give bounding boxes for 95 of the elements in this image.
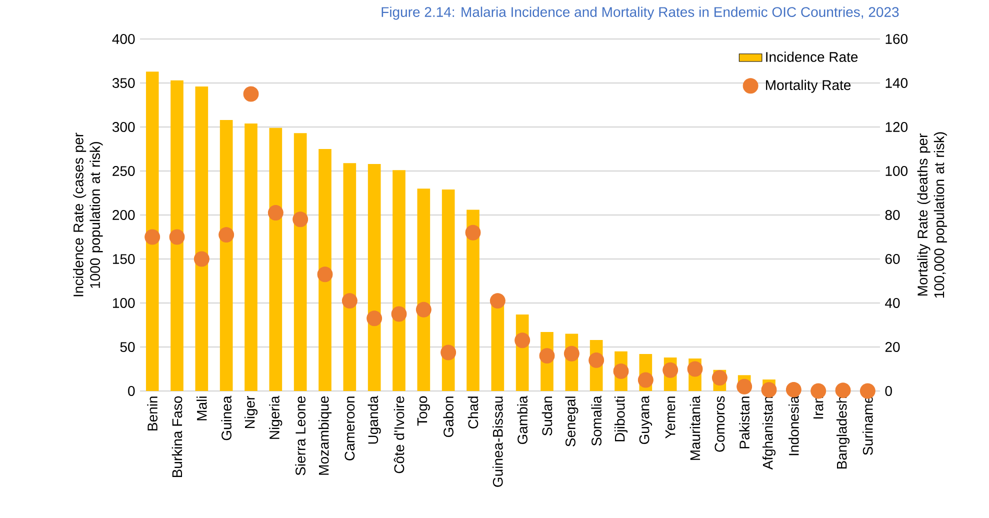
point — [588, 352, 604, 368]
point — [169, 229, 185, 245]
bar — [244, 123, 258, 391]
bar — [392, 170, 406, 391]
bar — [146, 72, 159, 391]
point — [194, 251, 210, 267]
x-tick-label: Gabon — [443, 396, 454, 438]
y2-axis-title: Mortality Rate (deaths per 100,000 population at risk) — [917, 132, 947, 298]
y2-tick-label: 140 — [886, 78, 908, 88]
x-tick-label: Senegal — [565, 396, 578, 446]
y2-tick-label: 0 — [885, 386, 892, 396]
x-tick-label: Chad — [468, 396, 478, 428]
x-tick-label: Sudan — [542, 396, 552, 436]
y2-tick-label: 160 — [886, 34, 908, 44]
y-tick-label: 250 — [112, 166, 135, 176]
point — [366, 310, 382, 326]
point — [712, 370, 728, 386]
y-tick-label: 150 — [113, 254, 135, 264]
y2-tick-label: 100 — [886, 166, 908, 176]
x-tick-label: Nigeria — [269, 396, 282, 439]
x-tick-label: Mali — [196, 396, 207, 420]
point — [564, 346, 580, 362]
x-tick-label: Côte d'Ivoire — [394, 396, 404, 474]
point — [144, 229, 160, 245]
point — [687, 361, 703, 377]
y-tick-label: 200 — [112, 210, 135, 220]
y-tick-label: 0 — [128, 386, 135, 396]
y2-tick-label: 80 — [885, 210, 900, 220]
bar — [318, 149, 332, 391]
y-tick-label: 50 — [120, 342, 135, 352]
x-tick-label: Djibouti — [614, 396, 628, 442]
bar — [417, 188, 430, 391]
x-tick-label: Mozambique — [318, 396, 332, 475]
x-tick-label: Yemen — [665, 396, 676, 438]
point — [638, 372, 654, 388]
x-tick-label: Sierra Leone — [295, 396, 306, 476]
chart-title: Figure 2.14: Malaria Incidence and Mortality Rates in Endemic OIC Countries, 2023 — [382, 6, 899, 20]
x-tick-label: Burkina Faso — [172, 396, 182, 478]
x-tick-label: Indonesia — [788, 396, 799, 456]
point — [514, 332, 530, 348]
point — [539, 348, 555, 364]
bar — [466, 210, 480, 391]
x-tick-label: Benin — [147, 396, 158, 430]
bar — [343, 163, 356, 391]
point — [736, 378, 752, 394]
point — [292, 212, 308, 228]
bar — [170, 80, 184, 391]
point — [342, 293, 358, 309]
point — [860, 383, 876, 399]
legend-label: Mortality Rate — [766, 80, 851, 93]
x-tick-label: Niger — [244, 396, 258, 428]
x-tick-label: Somalia — [591, 396, 602, 446]
point — [440, 344, 456, 360]
point — [761, 382, 777, 398]
x-tick-label: Afghanistan — [762, 396, 776, 470]
point — [786, 382, 802, 398]
y-tick-label: 350 — [112, 78, 135, 88]
point — [391, 306, 407, 322]
legend-label: Incidence Rate — [766, 52, 858, 62]
point — [490, 293, 506, 309]
point — [613, 363, 629, 379]
y2-tick-label: 40 — [885, 298, 900, 308]
bar — [368, 164, 381, 391]
point — [835, 382, 851, 398]
bar — [294, 133, 307, 391]
bar — [195, 86, 208, 391]
y-tick-label: 400 — [112, 34, 135, 44]
x-tick-label: Uganda — [368, 396, 381, 444]
x-tick-label: Pakistan — [739, 396, 750, 448]
y2-tick-label: 20 — [885, 342, 900, 352]
bar — [269, 128, 282, 391]
point — [662, 362, 678, 378]
bar — [220, 120, 233, 391]
bar — [442, 189, 455, 391]
x-tick-label: Suriname — [862, 396, 873, 455]
x-tick-label: Guinea — [221, 396, 232, 440]
point — [268, 205, 284, 221]
x-tick-label: Comoros — [714, 396, 725, 452]
point — [218, 227, 234, 243]
y2-tick-label: 120 — [886, 122, 908, 132]
y-tick-label: 300 — [112, 122, 135, 132]
point — [317, 266, 333, 282]
x-tick-label: Gambia — [517, 396, 528, 444]
y-axis-title: Incidence Rate (cases per 1000 population at risk) — [73, 132, 103, 296]
point — [243, 86, 259, 102]
x-tick-label: Mauritania — [690, 396, 700, 460]
x-tick-label: Bangladesh — [836, 396, 850, 469]
point — [416, 302, 432, 318]
x-tick-label: Cameroon — [344, 396, 355, 460]
y-tick-label: 100 — [113, 298, 135, 308]
x-tick-label: Guinea-Bissau — [492, 396, 503, 487]
point — [465, 224, 481, 240]
x-tick-label: Togo — [417, 396, 430, 426]
x-tick-label: Guyana — [639, 396, 652, 444]
y2-tick-label: 60 — [885, 254, 900, 264]
